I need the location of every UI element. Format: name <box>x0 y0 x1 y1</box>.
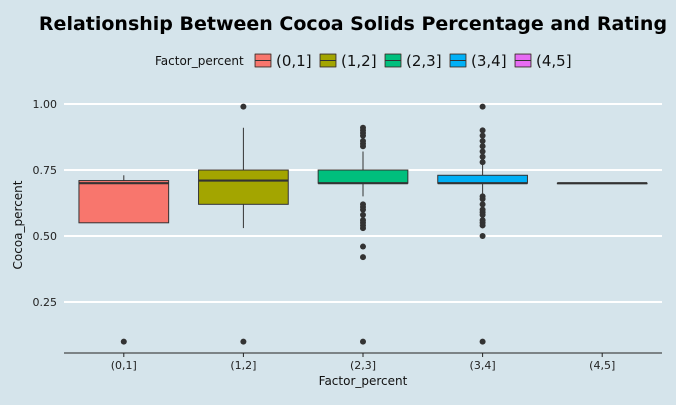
y-tick-label: 1.00 <box>33 98 58 111</box>
legend-key <box>384 53 402 68</box>
outlier-point <box>479 338 486 345</box>
outlier-point <box>360 211 366 218</box>
outlier-point <box>360 254 366 261</box>
box-body <box>78 180 170 224</box>
outlier-point <box>479 137 486 144</box>
outlier-point <box>360 243 366 250</box>
legend-label: (0,1] <box>276 52 312 70</box>
outlier-point <box>479 153 486 160</box>
legend-title: Factor_percent <box>155 54 244 68</box>
legend-label: (1,2] <box>341 52 377 70</box>
box-2 <box>198 103 289 345</box>
box-1 <box>78 175 170 345</box>
y-tick-label: 0.25 <box>33 296 58 309</box>
outlier-point <box>360 132 366 139</box>
x-tick-label: (4,5] <box>589 359 615 372</box>
outlier-point <box>479 127 486 134</box>
legend-key <box>514 53 532 68</box>
outlier-point <box>240 338 247 345</box>
outlier-point <box>479 143 486 150</box>
legend-key <box>319 53 337 68</box>
box-body <box>317 169 409 184</box>
legend-label: (4,5] <box>536 52 572 70</box>
outlier-point <box>120 338 127 345</box>
outlier-point <box>479 103 486 110</box>
boxes <box>78 103 648 345</box>
outlier-point <box>240 103 247 110</box>
box-3 <box>317 124 409 345</box>
x-tick-label: (1,2] <box>230 359 256 372</box>
y-axis-title: Cocoa_percent <box>11 180 25 269</box>
outlier-point <box>479 132 486 139</box>
outlier-point <box>360 206 366 213</box>
outlier-point <box>479 233 486 239</box>
legend-label: (2,3] <box>406 52 442 70</box>
outlier-point <box>360 225 366 232</box>
y-tick-label: 0.75 <box>33 164 58 177</box>
x-tick-label: (2,3] <box>350 359 376 372</box>
x-tick-label: (3,4] <box>470 359 496 372</box>
outlier-point <box>479 222 486 229</box>
outlier-point <box>479 201 486 208</box>
outlier-point <box>479 148 486 155</box>
x-axis-title: Factor_percent <box>319 374 408 388</box>
box-body <box>437 174 528 184</box>
y-tick-label: 0.50 <box>33 230 58 243</box>
box-5 <box>556 182 648 185</box>
box-4 <box>437 103 528 345</box>
axes: 0.25 0.50 0.75 1.00 (0,1] (1,2] (2,3] (3,4] (4,5… <box>33 98 662 372</box>
outlier-point <box>479 159 486 166</box>
box-body <box>198 169 289 205</box>
chart-title: Relationship Between Cocoa Solids Percen… <box>39 13 667 35</box>
outlier-point <box>360 338 366 345</box>
legend-key <box>449 53 467 68</box>
outlier-point <box>479 211 486 218</box>
x-tick-label: (0,1] <box>111 359 137 372</box>
legend-key <box>254 53 272 68</box>
legend: Factor_percent (0,1] (1,2] (2,3] (3,4] (4,5] <box>155 52 572 70</box>
outlier-point <box>479 196 486 203</box>
legend-label: (3,4] <box>471 52 507 70</box>
outlier-point <box>360 143 366 150</box>
